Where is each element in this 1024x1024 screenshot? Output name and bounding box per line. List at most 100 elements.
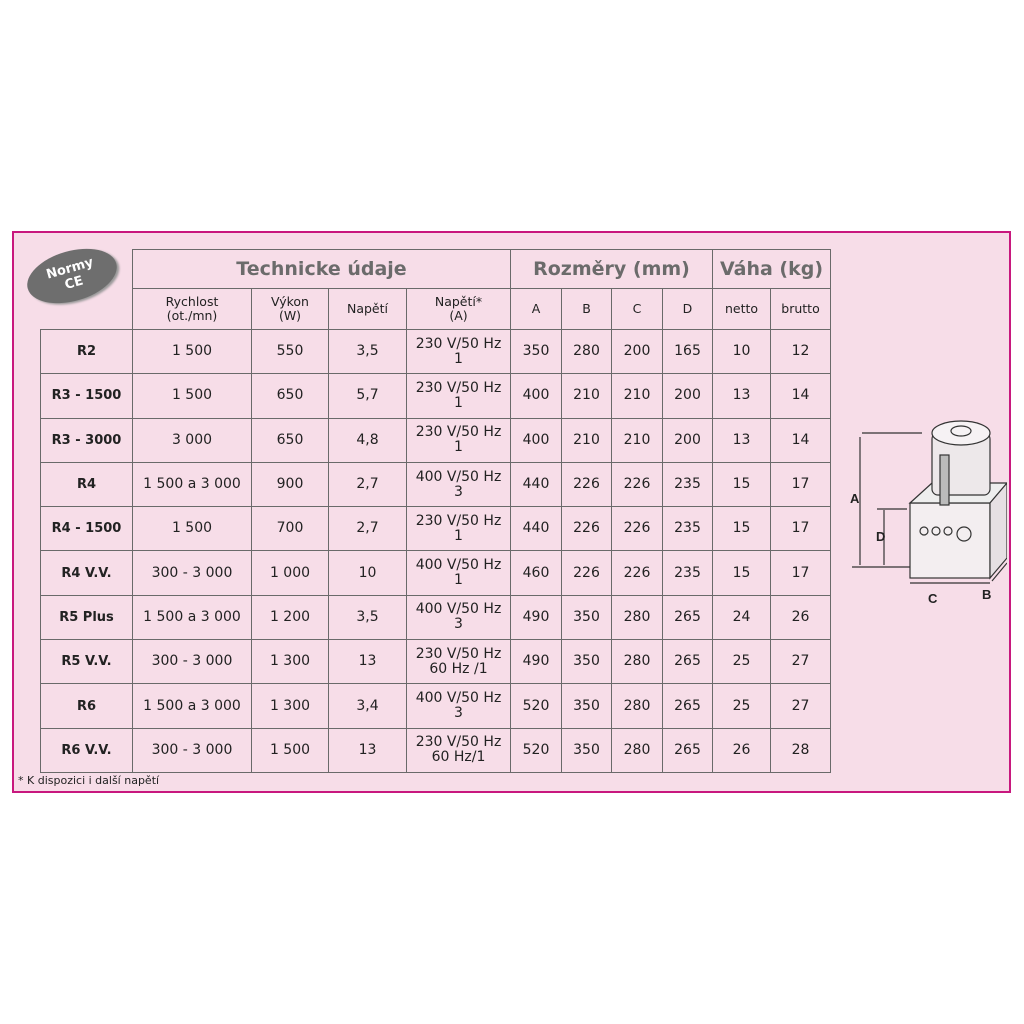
cell-a: 460 xyxy=(510,550,562,596)
column-header: brutto xyxy=(770,288,831,330)
cell-d: 200 xyxy=(662,417,713,463)
cell-d: 165 xyxy=(662,328,713,375)
cell-netto: 15 xyxy=(712,550,771,596)
cell-brutto: 17 xyxy=(770,461,831,508)
cell-speed: 1 500 xyxy=(132,328,252,375)
cell-power: 1 000 xyxy=(251,550,329,596)
column-header: netto xyxy=(712,288,771,330)
cell-model: R6 V.V. xyxy=(40,727,133,773)
cell-volt2: 3 xyxy=(454,483,463,500)
cell-brutto: 14 xyxy=(770,417,831,463)
cell-voltage: 230 V/50 Hz 1 xyxy=(406,506,511,552)
table-row: R6 V.V. 300 - 3 000 1 500 13 230 V/50 Hz 60 H… xyxy=(40,727,831,773)
cell-volt2: 1 xyxy=(454,527,463,544)
cell-voltage: 230 V/50 Hz 1 xyxy=(406,417,511,463)
cell-volt2: 1 xyxy=(454,572,463,589)
label-a: A xyxy=(850,491,860,506)
column-header-line1: Napětí* xyxy=(434,294,483,309)
cell-d: 265 xyxy=(662,727,713,773)
column-header-line1: C xyxy=(632,301,642,316)
cell-a: 440 xyxy=(510,461,562,508)
cell-power: 1 200 xyxy=(251,594,329,641)
cell-a: 520 xyxy=(510,683,562,729)
cell-voltage: 230 V/50 Hz 1 xyxy=(406,328,511,375)
cell-netto: 26 xyxy=(712,727,771,773)
corner-cell xyxy=(41,250,133,330)
cell-current: 2,7 xyxy=(328,461,407,508)
cell-speed: 1 500 a 3 000 xyxy=(132,683,252,729)
cell-brutto: 27 xyxy=(770,639,831,685)
group-header-dims: Rozměry (mm) xyxy=(510,249,713,289)
cell-voltage: 400 V/50 Hz 3 xyxy=(406,461,511,508)
cell-volt1: 400 V/50 Hz xyxy=(415,690,502,707)
group-header-weight: Váha (kg) xyxy=(712,249,831,289)
cell-volt2: 60 Hz /1 xyxy=(429,660,488,677)
cell-power: 1 300 xyxy=(251,639,329,685)
spec-table: Technicke údaje Rozměry (mm) Váha (kg) R… xyxy=(40,249,831,773)
table-row: R5 Plus 1 500 a 3 000 1 200 3,5 400 V/50 Hz 3… xyxy=(40,594,831,641)
cell-d: 265 xyxy=(662,639,713,685)
column-header: Napětí xyxy=(328,288,407,330)
column-header: Napětí* (A) xyxy=(406,288,511,330)
cell-volt1: 230 V/50 Hz xyxy=(415,512,502,529)
cell-c: 226 xyxy=(611,550,663,596)
cell-netto: 15 xyxy=(712,506,771,552)
cell-b: 350 xyxy=(561,639,612,685)
cell-c: 280 xyxy=(611,727,663,773)
cell-voltage: 230 V/50 Hz 60 Hz/1 xyxy=(406,727,511,773)
column-header-line2: (W) xyxy=(278,308,302,323)
cell-current: 13 xyxy=(328,639,407,685)
cell-current: 4,8 xyxy=(328,417,407,463)
cell-volt2: 60 Hz/1 xyxy=(431,749,486,766)
column-header: Výkon (W) xyxy=(251,288,329,330)
column-header-line1: Rychlost xyxy=(165,294,219,309)
cell-model: R6 xyxy=(40,683,133,729)
cell-b: 210 xyxy=(561,417,612,463)
column-header: A xyxy=(510,288,562,330)
cell-speed: 1 500 xyxy=(132,506,252,552)
table-row: R6 1 500 a 3 000 1 300 3,4 400 V/50 Hz 3 520 35… xyxy=(40,683,831,729)
cell-b: 210 xyxy=(561,373,612,419)
table-row: R2 1 500 550 3,5 230 V/50 Hz 1 350 280 200 165 10 1… xyxy=(40,328,831,375)
column-header-line2: (ot./mn) xyxy=(166,308,218,323)
cell-voltage: 400 V/50 Hz 3 xyxy=(406,683,511,729)
table-row: R5 V.V. 300 - 3 000 1 300 13 230 V/50 Hz 60 H… xyxy=(40,639,831,685)
cell-d: 265 xyxy=(662,594,713,641)
cell-speed: 300 - 3 000 xyxy=(132,639,252,685)
cell-brutto: 27 xyxy=(770,683,831,729)
cell-c: 226 xyxy=(611,461,663,508)
cell-voltage: 230 V/50 Hz 60 Hz /1 xyxy=(406,639,511,685)
cell-voltage: 400 V/50 Hz 1 xyxy=(406,550,511,596)
cell-current: 5,7 xyxy=(328,373,407,419)
column-header: C xyxy=(611,288,663,330)
column-header-line1: netto xyxy=(724,301,759,316)
cell-volt1: 400 V/50 Hz xyxy=(415,601,502,618)
cell-speed: 1 500 a 3 000 xyxy=(132,594,252,641)
cell-model: R3 - 3000 xyxy=(40,417,133,463)
cell-volt2: 1 xyxy=(454,350,463,367)
cell-model: R4 V.V. xyxy=(40,550,133,596)
cell-b: 226 xyxy=(561,461,612,508)
cell-volt2: 3 xyxy=(454,705,463,722)
cell-c: 280 xyxy=(611,639,663,685)
cell-netto: 15 xyxy=(712,461,771,508)
cell-current: 2,7 xyxy=(328,506,407,552)
cell-netto: 25 xyxy=(712,683,771,729)
cell-d: 235 xyxy=(662,461,713,508)
cell-a: 520 xyxy=(510,727,562,773)
table-row: R4 - 1500 1 500 700 2,7 230 V/50 Hz 1 440 226 22… xyxy=(40,506,831,552)
cell-b: 226 xyxy=(561,550,612,596)
cell-volt1: 400 V/50 Hz xyxy=(415,557,502,574)
cell-volt1: 230 V/50 Hz xyxy=(415,645,502,662)
cell-c: 210 xyxy=(611,417,663,463)
cell-d: 265 xyxy=(662,683,713,729)
machine-diagram: A D C B xyxy=(850,420,1007,606)
cell-voltage: 400 V/50 Hz 3 xyxy=(406,594,511,641)
table-row: R4 1 500 a 3 000 900 2,7 400 V/50 Hz 3 440 226 2… xyxy=(40,461,831,508)
cell-volt1: 230 V/50 Hz xyxy=(415,734,502,751)
cell-speed: 1 500 a 3 000 xyxy=(132,461,252,508)
cell-b: 350 xyxy=(561,683,612,729)
cell-brutto: 12 xyxy=(770,328,831,375)
cell-netto: 13 xyxy=(712,373,771,419)
label-c: C xyxy=(928,591,938,606)
